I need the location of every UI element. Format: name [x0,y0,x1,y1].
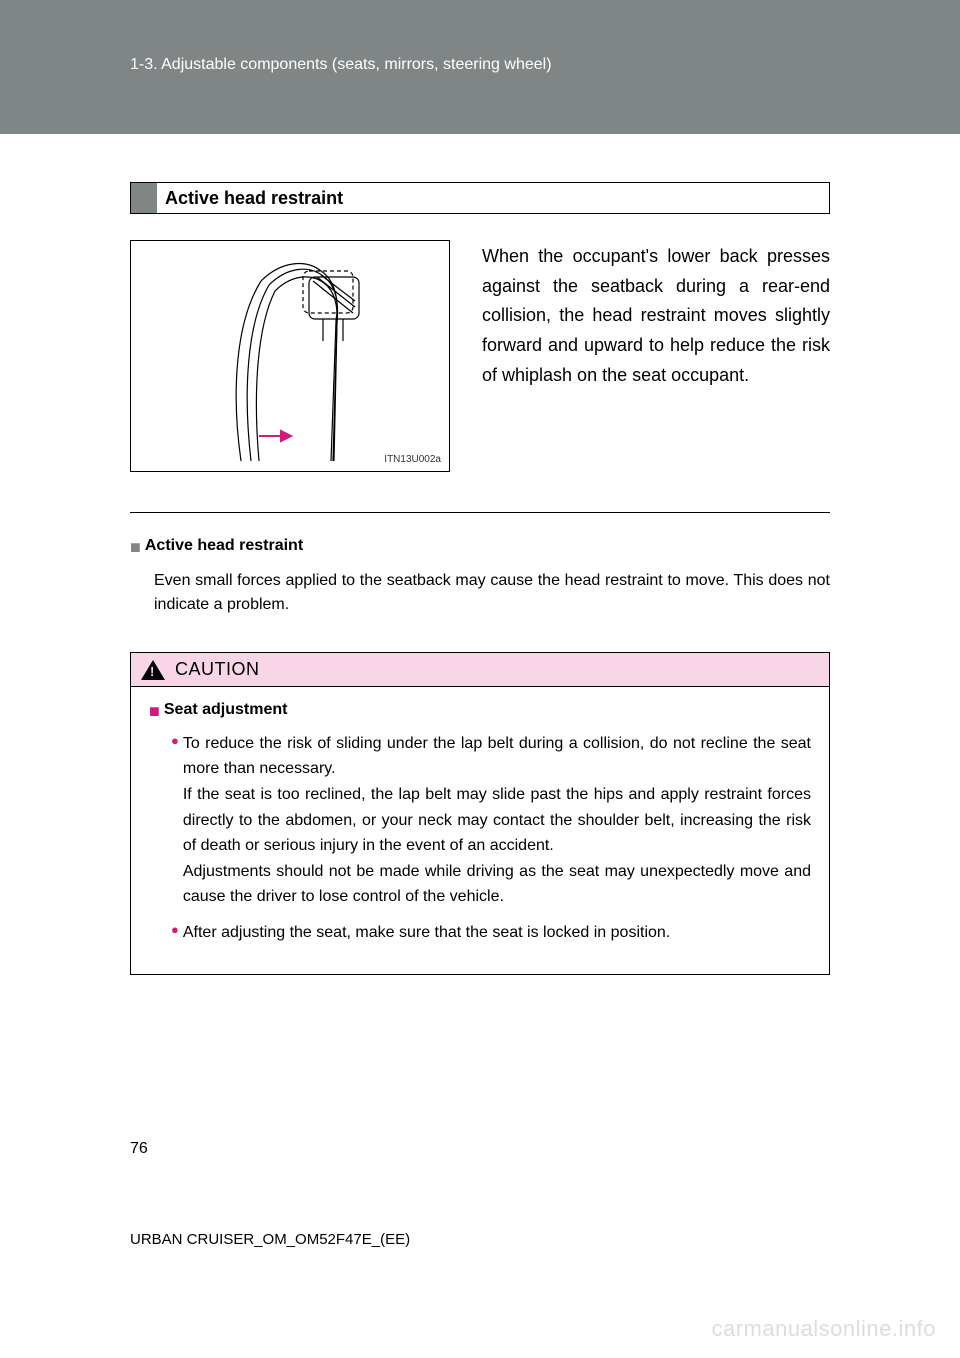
square-bullet-icon: ■ [149,701,160,723]
section-paragraph: When the occupant's lower back presses a… [482,240,830,472]
circle-bullet-icon: ● [171,920,179,941]
section-title: Active head restraint [157,183,343,213]
page-content: Active head restraint [0,134,960,975]
caution-item-text: To reduce the risk of sliding under the … [183,731,811,910]
caution-item: ● To reduce the risk of sliding under th… [149,731,811,910]
caution-body: ■ Seat adjustment ● To reduce the risk o… [131,687,829,973]
caution-subtitle-row: ■ Seat adjustment [149,701,811,723]
watermark: carmanualsonline.info [711,1316,936,1342]
headrest-illustration [131,241,450,472]
page-number: 76 [130,1140,148,1158]
section-title-row: Active head restraint [130,182,830,214]
divider [130,512,830,513]
figure-row: ITN13U002a When the occupant's lower bac… [130,240,830,472]
square-bullet-icon: ■ [130,537,141,559]
caution-header: CAUTION [131,653,829,687]
header-band: 1-3. Adjustable components (seats, mirro… [0,0,960,134]
warning-triangle-icon [141,660,165,680]
document-id: URBAN CRUISER_OM_OM52F47E_(EE) [130,1231,410,1248]
caution-subtitle: Seat adjustment [164,701,288,719]
breadcrumb: 1-3. Adjustable components (seats, mirro… [0,56,960,74]
figure-box: ITN13U002a [130,240,450,472]
caution-item: ● After adjusting the seat, make sure th… [149,920,811,946]
note-title: Active head restraint [145,537,303,555]
caution-label: CAUTION [175,659,260,680]
figure-caption: ITN13U002a [384,454,441,465]
circle-bullet-icon: ● [171,731,179,752]
caution-box: CAUTION ■ Seat adjustment ● To reduce th… [130,652,830,974]
note-body: Even small forces applied to the seatbac… [130,569,830,619]
caution-item-text: After adjusting the seat, make sure that… [183,920,811,946]
section-title-tab [131,183,157,213]
note-title-row: ■ Active head restraint [130,537,830,559]
